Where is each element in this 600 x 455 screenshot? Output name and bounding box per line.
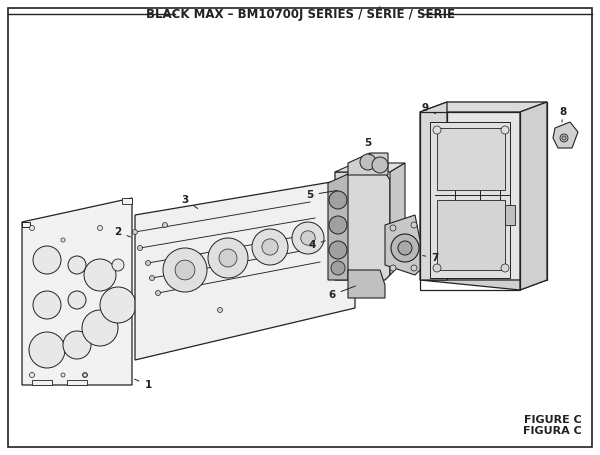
Circle shape — [501, 264, 509, 272]
Circle shape — [301, 231, 315, 245]
Polygon shape — [328, 174, 348, 280]
Circle shape — [218, 308, 223, 313]
Polygon shape — [335, 163, 405, 172]
Text: 4: 4 — [308, 240, 325, 250]
Circle shape — [163, 248, 207, 292]
Polygon shape — [505, 205, 515, 225]
Polygon shape — [32, 380, 52, 385]
Polygon shape — [22, 222, 30, 227]
Circle shape — [390, 225, 396, 231]
Polygon shape — [122, 198, 132, 204]
Circle shape — [133, 229, 137, 234]
Circle shape — [398, 241, 412, 255]
Circle shape — [29, 226, 35, 231]
Circle shape — [208, 238, 248, 278]
Polygon shape — [22, 198, 132, 385]
Polygon shape — [420, 102, 447, 280]
Text: FIGURE C: FIGURE C — [524, 415, 582, 425]
Circle shape — [411, 265, 417, 271]
Polygon shape — [135, 178, 355, 360]
Polygon shape — [420, 102, 547, 112]
Text: FIGURA C: FIGURA C — [523, 426, 582, 436]
Circle shape — [262, 239, 278, 255]
Polygon shape — [520, 102, 547, 290]
Circle shape — [219, 249, 237, 267]
Circle shape — [252, 229, 288, 265]
Circle shape — [83, 373, 88, 378]
Polygon shape — [67, 380, 87, 385]
Text: 7: 7 — [423, 253, 439, 263]
Polygon shape — [437, 128, 505, 190]
Polygon shape — [348, 153, 388, 175]
Circle shape — [112, 259, 124, 271]
Circle shape — [63, 331, 91, 359]
Polygon shape — [420, 280, 547, 290]
Polygon shape — [447, 102, 547, 280]
Circle shape — [411, 222, 417, 228]
Polygon shape — [553, 122, 578, 148]
Polygon shape — [348, 270, 385, 298]
Circle shape — [433, 264, 441, 272]
Circle shape — [149, 275, 155, 280]
Text: 2: 2 — [115, 227, 130, 237]
Text: 8: 8 — [559, 107, 566, 122]
Circle shape — [175, 260, 195, 280]
Circle shape — [163, 222, 167, 228]
Circle shape — [97, 226, 103, 231]
Circle shape — [61, 238, 65, 242]
Circle shape — [29, 332, 65, 368]
Text: 3: 3 — [181, 195, 197, 208]
Circle shape — [329, 216, 347, 234]
Circle shape — [372, 157, 388, 173]
Circle shape — [390, 265, 396, 271]
Text: 5: 5 — [307, 190, 337, 200]
Circle shape — [560, 134, 568, 142]
Circle shape — [61, 373, 65, 377]
Circle shape — [83, 373, 87, 377]
Text: 5: 5 — [364, 138, 371, 155]
Circle shape — [329, 191, 347, 209]
Polygon shape — [335, 172, 390, 280]
Circle shape — [360, 154, 376, 170]
Text: 1: 1 — [134, 379, 152, 390]
Circle shape — [68, 291, 86, 309]
Circle shape — [33, 291, 61, 319]
Circle shape — [68, 256, 86, 274]
Polygon shape — [437, 200, 505, 270]
Polygon shape — [430, 122, 510, 278]
Text: 6: 6 — [328, 286, 355, 300]
Circle shape — [146, 261, 151, 266]
Circle shape — [501, 126, 509, 134]
Circle shape — [155, 290, 161, 295]
Circle shape — [100, 287, 136, 323]
Circle shape — [82, 310, 118, 346]
Text: BLACK MAX – BM10700J SERIES / SÉRIE / SERIE: BLACK MAX – BM10700J SERIES / SÉRIE / SE… — [146, 7, 455, 21]
Circle shape — [137, 246, 143, 251]
Polygon shape — [390, 163, 405, 275]
Circle shape — [84, 259, 116, 291]
Circle shape — [331, 261, 345, 275]
Circle shape — [562, 136, 566, 140]
Circle shape — [292, 222, 324, 254]
Text: 9: 9 — [421, 103, 436, 114]
Polygon shape — [385, 215, 420, 275]
Circle shape — [391, 234, 419, 262]
Circle shape — [329, 241, 347, 259]
Circle shape — [433, 126, 441, 134]
Circle shape — [29, 373, 35, 378]
Circle shape — [33, 246, 61, 274]
Circle shape — [337, 204, 343, 209]
